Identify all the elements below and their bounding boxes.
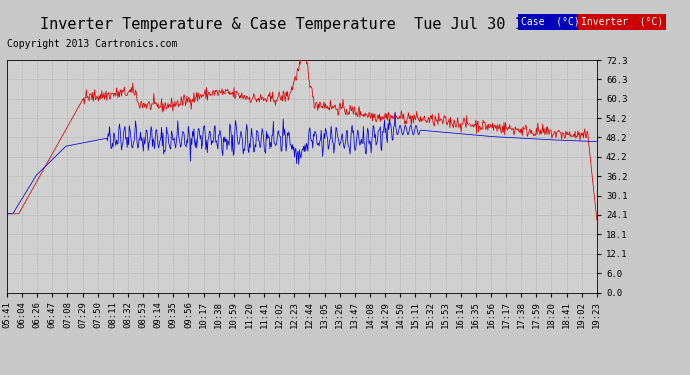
Text: Copyright 2013 Cartronics.com: Copyright 2013 Cartronics.com — [7, 39, 177, 50]
Text: Inverter  (°C): Inverter (°C) — [581, 17, 663, 27]
Text: Inverter Temperature & Case Temperature  Tue Jul 30 19:41: Inverter Temperature & Case Temperature … — [40, 17, 560, 32]
Text: Case  (°C): Case (°C) — [521, 17, 580, 27]
